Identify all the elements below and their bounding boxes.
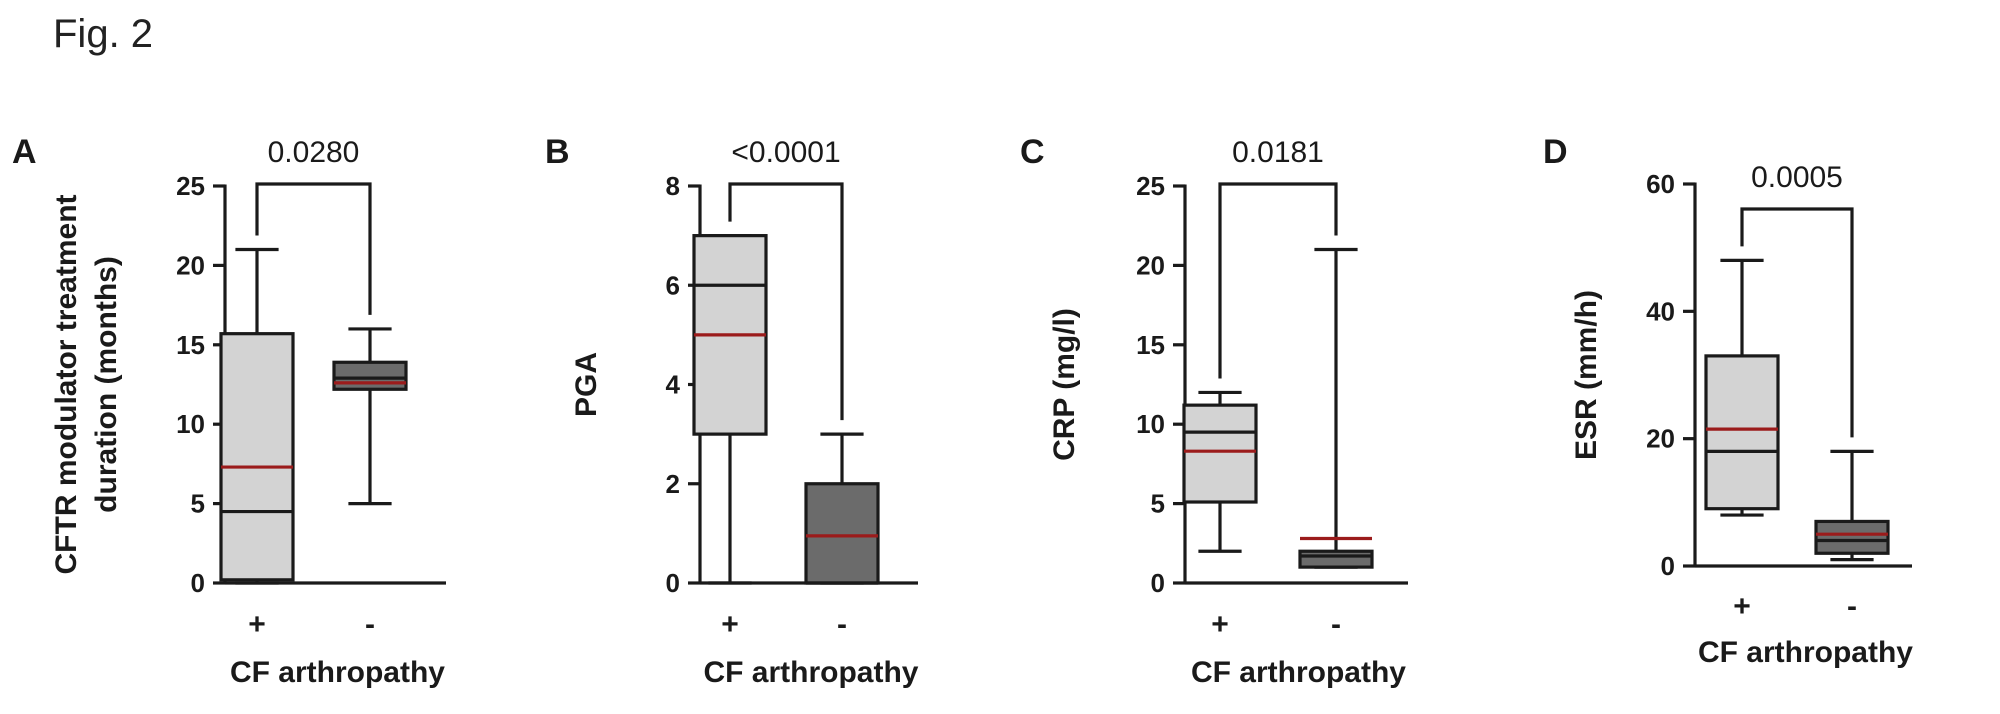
- p-value-label: 0.0280: [268, 136, 360, 169]
- panel-letter: D: [1543, 133, 1568, 171]
- significance-bracket: [1218, 182, 1338, 379]
- category-label: -: [837, 608, 847, 641]
- category-label: +: [1733, 590, 1751, 623]
- panel-d: D 0 20 40 60 ESR (mm/h) + - CF arthropathy 0.0005: [1543, 133, 1913, 669]
- p-value-label: 0.0005: [1751, 161, 1843, 194]
- p-value-label: 0.0181: [1232, 136, 1324, 169]
- box-minus: [1814, 449, 1890, 562]
- y-tick-label: 25: [1136, 171, 1165, 201]
- iqr-box: [1182, 403, 1258, 504]
- y-tick-label: 20: [176, 250, 205, 280]
- y-axis-title: CRP (mg/l): [1048, 308, 1081, 461]
- iqr-box: [1298, 549, 1374, 569]
- box-minus: [332, 327, 408, 506]
- y-tick-label: 15: [1136, 330, 1165, 360]
- panel-letter: A: [12, 133, 37, 171]
- category-label: +: [1211, 608, 1229, 641]
- y-tick-label: 15: [176, 330, 205, 360]
- y-tick-label: 25: [176, 171, 205, 201]
- y-tick-label: 2: [666, 469, 680, 499]
- y-tick-label: 6: [666, 270, 680, 300]
- y-tick-label: 4: [666, 370, 681, 400]
- box-plus: [1182, 390, 1258, 553]
- iqr-box: [219, 332, 295, 582]
- significance-bracket: [1740, 207, 1854, 438]
- iqr-box: [804, 482, 880, 585]
- category-label: -: [365, 608, 375, 641]
- y-tick-label: 0: [666, 568, 680, 598]
- y-axis-title: PGA: [570, 352, 603, 417]
- panel-b: B 0 2 4 6 8 PGA + - CF arthropathy <0.0001: [545, 133, 919, 689]
- iqr-box: [1704, 354, 1780, 511]
- panel-c: C 0 5 10 15 20 25 CRP (mg/l) + - CF arthropathy 0.0…: [1020, 133, 1408, 689]
- y-tick-label: 20: [1646, 424, 1675, 454]
- y-tick-label: 5: [1151, 489, 1165, 519]
- y-axis-title: duration (months): [90, 256, 123, 513]
- significance-bracket: [255, 182, 372, 315]
- y-tick-label: 10: [1136, 409, 1165, 439]
- panel-letter: B: [545, 133, 570, 171]
- box-minus: [804, 432, 880, 585]
- box-plus: [219, 247, 295, 585]
- box-minus: [1298, 247, 1374, 569]
- x-axis-title: CF arthropathy: [1191, 656, 1406, 689]
- panel-a: A 0 5 10 15 20 25 CFTR modulator treatment durat…: [12, 133, 446, 689]
- x-axis-title: CF arthropathy: [230, 656, 445, 689]
- y-tick-label: 8: [666, 171, 680, 201]
- iqr-box: [1814, 519, 1890, 555]
- y-tick-label: 40: [1646, 296, 1675, 326]
- figure-title: Fig. 2: [53, 12, 154, 56]
- box-plus: [1704, 258, 1780, 517]
- iqr-box: [332, 360, 408, 391]
- y-tick-label: 10: [176, 409, 205, 439]
- y-tick-label: 0: [1661, 551, 1675, 581]
- y-tick-label: 5: [191, 489, 205, 519]
- box-plus: [692, 234, 768, 585]
- category-label: -: [1331, 608, 1341, 641]
- y-axis-title: ESR (mm/h): [1570, 290, 1603, 460]
- p-value-label: <0.0001: [731, 136, 840, 169]
- category-label: -: [1847, 590, 1857, 623]
- significance-bracket: [728, 182, 844, 421]
- x-axis-title: CF arthropathy: [703, 656, 918, 689]
- x-axis-title: CF arthropathy: [1698, 636, 1913, 669]
- y-axis-title: CFTR modulator treatment: [50, 194, 83, 574]
- category-label: +: [248, 608, 266, 641]
- panel-letter: C: [1020, 133, 1045, 171]
- y-tick-label: 0: [191, 568, 205, 598]
- y-tick-label: 60: [1646, 169, 1675, 199]
- y-tick-label: 20: [1136, 250, 1165, 280]
- y-tick-label: 0: [1151, 568, 1165, 598]
- category-label: +: [721, 608, 739, 641]
